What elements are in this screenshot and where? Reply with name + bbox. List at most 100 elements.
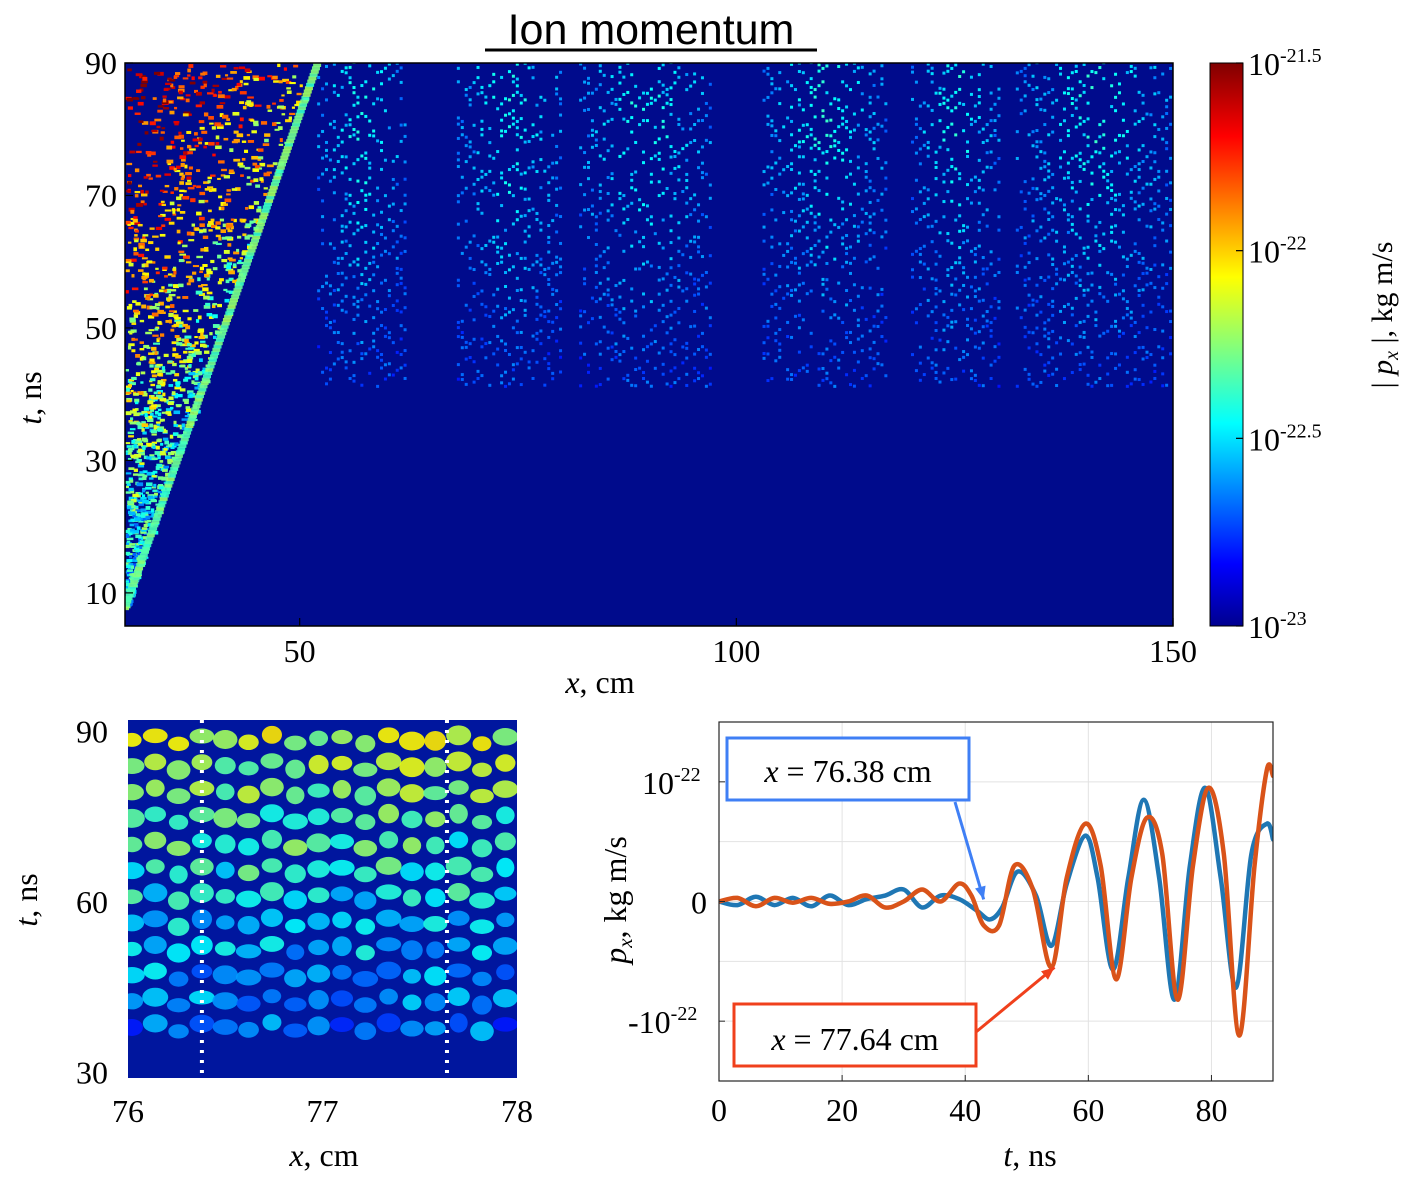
wave-cell [966, 225, 970, 229]
wave-cell [586, 177, 590, 181]
wave-cell [642, 305, 646, 309]
heat-cell [187, 144, 191, 148]
front-cell [306, 82, 315, 87]
wave-cell [677, 278, 681, 282]
wave-cell [829, 102, 833, 106]
front-cell [186, 420, 195, 425]
wave-cell [324, 148, 328, 152]
wave-cell [1066, 213, 1070, 217]
wave-cell [693, 324, 697, 328]
wave-cell [669, 326, 673, 330]
wave-cell [693, 240, 697, 244]
wave-cell [638, 96, 642, 100]
wave-cell [1149, 113, 1153, 117]
heat-cell [141, 304, 147, 309]
wave-cell [634, 140, 638, 144]
wave-cell [841, 321, 845, 325]
wave-cell [1090, 384, 1094, 388]
zoom-cell [402, 968, 422, 984]
wave-cell [685, 244, 689, 248]
series-line-76-38 [719, 785, 1273, 1002]
wave-cell [642, 377, 646, 381]
wave-cell [1074, 274, 1078, 278]
heat-cell [135, 408, 139, 411]
wave-cell [829, 230, 833, 234]
wave-cell [380, 281, 384, 285]
wave-cell [793, 229, 797, 233]
wave-cell [685, 287, 689, 291]
wave-cell [922, 186, 926, 190]
wave-cell [642, 245, 646, 249]
wave-cell [403, 236, 407, 240]
wave-cell [364, 114, 368, 118]
wave-cell [884, 218, 888, 222]
heat-cell [219, 218, 225, 222]
wave-cell [551, 219, 555, 223]
wave-cell [872, 340, 876, 344]
wave-cell [364, 198, 368, 202]
heat-cell [130, 209, 135, 214]
wave-cell [926, 63, 930, 66]
wave-cell [622, 377, 626, 381]
wave-cell [539, 137, 543, 141]
wave-cell [790, 288, 794, 292]
wave-cell [511, 308, 515, 312]
heat-cell [129, 382, 136, 386]
wave-cell [515, 331, 519, 335]
front-cell [288, 132, 297, 137]
wave-cell [606, 119, 610, 123]
line-x-tick-label: 60 [1072, 1092, 1104, 1128]
wave-cell [762, 351, 766, 355]
wave-cell [336, 159, 340, 163]
wave-cell [348, 263, 352, 267]
heat-cell [133, 558, 139, 563]
front-cell [307, 79, 316, 84]
heat-cell [198, 199, 205, 204]
wave-cell [1055, 239, 1059, 243]
wave-cell [645, 218, 649, 222]
heat-cell [185, 275, 193, 278]
front-cell [283, 145, 292, 150]
wave-cell [821, 352, 825, 356]
wave-cell [626, 147, 630, 151]
heat-cell [202, 264, 208, 267]
wave-cell [523, 308, 527, 312]
heat-cell [256, 208, 262, 213]
zoom-cell [169, 865, 188, 884]
heat-cell [228, 277, 234, 282]
heat-cell [225, 236, 232, 240]
wave-cell [914, 122, 918, 126]
heat-cell [133, 314, 139, 318]
wave-cell [1149, 209, 1153, 213]
wave-cell [399, 123, 403, 127]
zoom-cell [143, 883, 168, 903]
wave-cell [856, 155, 860, 159]
wave-cell [1070, 156, 1074, 160]
wave-cell [480, 189, 484, 193]
wave-cell [981, 341, 985, 345]
wave-cell [340, 350, 344, 354]
wave-cell [977, 158, 981, 162]
wave-cell [488, 141, 492, 145]
heat-cell [206, 92, 214, 95]
wave-cell [926, 267, 930, 271]
front-cell [125, 599, 132, 604]
heat-cell [149, 412, 154, 417]
wave-cell [1149, 225, 1153, 229]
wave-cell [1129, 168, 1133, 172]
wave-cell [1117, 334, 1121, 338]
front-cell [226, 308, 235, 313]
front-cell [253, 231, 262, 236]
wave-cell [837, 225, 841, 229]
heat-cell [194, 386, 199, 390]
heat-cell [163, 448, 168, 451]
front-cell [164, 483, 173, 488]
wave-cell [993, 296, 997, 300]
front-cell [258, 218, 267, 223]
wave-cell [914, 321, 918, 325]
heat-cell [141, 121, 149, 125]
heat-cell [128, 420, 133, 423]
front-cell [205, 367, 214, 372]
wave-cell [1129, 70, 1133, 74]
heat-cell [138, 519, 144, 523]
